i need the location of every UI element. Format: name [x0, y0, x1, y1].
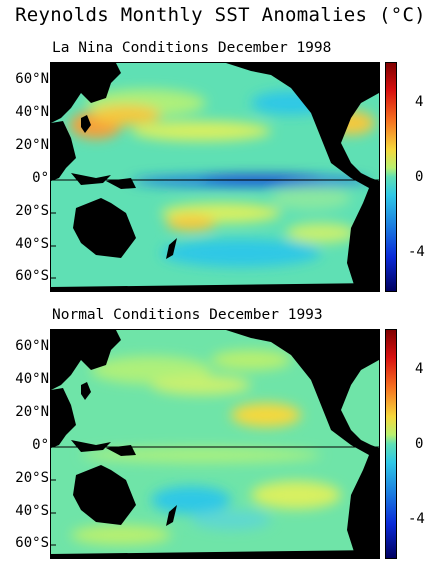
asia-land	[51, 63, 121, 123]
new-zealand-land	[166, 238, 177, 259]
asia-land	[51, 330, 121, 390]
americas-land	[226, 330, 379, 558]
lat-label: 40°N	[15, 371, 49, 387]
lat-label: 40°N	[15, 104, 49, 120]
australia-land	[73, 198, 136, 258]
panel-condition: La Nina Conditions	[52, 40, 210, 56]
indonesia-land	[71, 440, 111, 452]
lat-label: 40°S	[15, 236, 49, 252]
lat-label: 40°S	[15, 503, 49, 519]
lat-label: 0°	[32, 437, 49, 453]
australia-land	[73, 465, 136, 525]
lat-label: 60°N	[15, 71, 49, 87]
anomaly-field	[71, 350, 341, 545]
antarctica-land	[51, 283, 379, 291]
lat-label: 0°	[32, 170, 49, 186]
lat-ticks	[51, 79, 56, 279]
lat-label: 20°S	[15, 203, 49, 219]
panel-subtitle: Normal Conditions December 1993	[52, 307, 323, 323]
panel-date: December 1998	[217, 40, 332, 56]
new-zealand-land	[166, 505, 177, 526]
lat-label: 60°N	[15, 338, 49, 354]
lat-label: 60°S	[15, 535, 49, 551]
colorbar-label: -4	[408, 244, 425, 260]
new-guinea-land	[106, 178, 136, 189]
panel-subtitle: La Nina Conditions December 1998	[52, 40, 331, 56]
japan-land	[81, 115, 91, 133]
panel-condition: Normal Conditions	[52, 307, 201, 323]
sst-map-la-nina	[50, 62, 380, 292]
japan-land	[81, 382, 91, 400]
lat-label: 20°N	[15, 137, 49, 153]
se-asia-land	[51, 121, 76, 181]
colorbar	[385, 329, 397, 559]
new-guinea-land	[106, 445, 136, 456]
colorbar-label: 0	[415, 169, 424, 185]
lat-label: 20°N	[15, 404, 49, 420]
lat-label: 20°S	[15, 470, 49, 486]
land-masses	[51, 63, 379, 291]
panel-date: December 1993	[209, 307, 323, 323]
colorbar-label: -4	[408, 511, 425, 527]
sst-map-normal	[50, 329, 380, 559]
se-asia-land	[51, 388, 76, 448]
lat-label: 60°S	[15, 268, 49, 284]
indonesia-land	[71, 173, 111, 185]
figure-title: Reynolds Monthly SST Anomalies (°C)	[15, 4, 426, 26]
antarctica-land	[51, 550, 379, 558]
colorbar-label: 4	[415, 94, 424, 110]
lat-ticks	[51, 346, 56, 546]
americas-land	[226, 63, 379, 291]
colorbar	[385, 62, 397, 292]
colorbar-label: 0	[415, 436, 424, 452]
colorbar-label: 4	[415, 361, 424, 377]
land-masses	[51, 330, 379, 558]
